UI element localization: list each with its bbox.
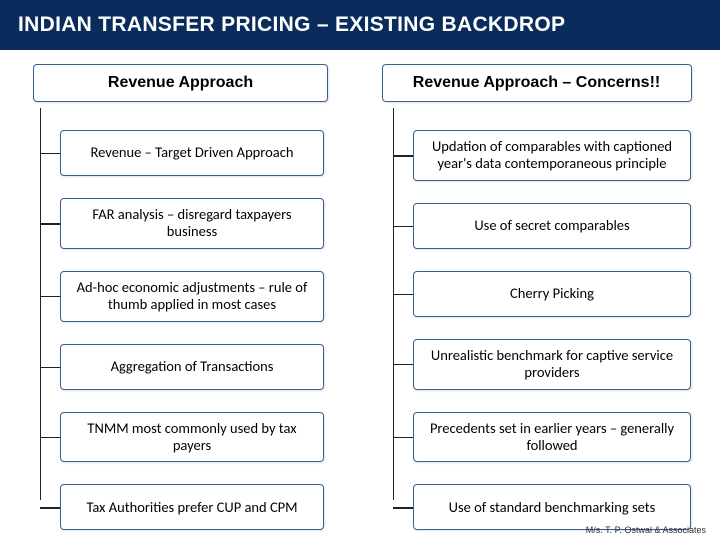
- right-card-5: Use of standard benchmarking sets: [413, 484, 691, 530]
- content-area: Revenue Approach Revenue – Target Driven…: [0, 50, 720, 530]
- right-item: Updation of comparables with captioned y…: [413, 130, 698, 181]
- left-item: Tax Authorities prefer CUP and CPM: [60, 484, 345, 530]
- right-column: Revenue Approach – Concerns!! Updation o…: [375, 64, 698, 530]
- left-header: Revenue Approach: [33, 64, 328, 102]
- left-card-5: Tax Authorities prefer CUP and CPM: [60, 484, 324, 530]
- right-card-3: Unrealistic benchmark for captive servic…: [413, 339, 691, 390]
- right-card-4: Precedents set in earlier years – genera…: [413, 412, 691, 463]
- branch: [393, 294, 413, 295]
- branch: [40, 507, 60, 508]
- right-item: Cherry Picking: [413, 271, 698, 317]
- branch: [393, 155, 413, 156]
- right-item: Use of secret comparables: [413, 203, 698, 249]
- left-item: TNMM most commonly used by tax payers: [60, 412, 345, 463]
- left-trunk: [40, 108, 41, 500]
- left-item: Revenue – Target Driven Approach: [60, 130, 345, 176]
- branch: [40, 296, 60, 297]
- right-item: Unrealistic benchmark for captive servic…: [413, 339, 698, 390]
- right-card-2: Cherry Picking: [413, 271, 691, 317]
- left-card-4: TNMM most commonly used by tax payers: [60, 412, 324, 463]
- left-tree: Revenue – Target Driven Approach FAR ana…: [22, 108, 345, 530]
- branch: [40, 437, 60, 438]
- left-item: FAR analysis – disregard taxpayers busin…: [60, 198, 345, 249]
- left-item: Aggregation of Transactions: [60, 344, 345, 390]
- branch: [393, 226, 413, 227]
- left-card-2: Ad-hoc economic adjustments – rule of th…: [60, 271, 324, 322]
- right-item: Precedents set in earlier years – genera…: [413, 412, 698, 463]
- branch: [40, 153, 60, 154]
- branch: [40, 223, 60, 224]
- branch: [40, 367, 60, 368]
- right-tree: Updation of comparables with captioned y…: [375, 108, 698, 530]
- right-card-1: Use of secret comparables: [413, 203, 691, 249]
- left-card-0: Revenue – Target Driven Approach: [60, 130, 324, 176]
- right-card-0: Updation of comparables with captioned y…: [413, 130, 691, 181]
- branch: [393, 437, 413, 438]
- slide-title: INDIAN TRANSFER PRICING – EXISTING BACKD…: [0, 0, 720, 50]
- footer-credit: M/s. T. P. Ostwal & Associates: [586, 525, 706, 535]
- left-card-1: FAR analysis – disregard taxpayers busin…: [60, 198, 324, 249]
- right-item: Use of standard benchmarking sets: [413, 484, 698, 530]
- right-trunk: [393, 108, 394, 500]
- left-item: Ad-hoc economic adjustments – rule of th…: [60, 271, 345, 322]
- left-column: Revenue Approach Revenue – Target Driven…: [22, 64, 345, 530]
- left-card-3: Aggregation of Transactions: [60, 344, 324, 390]
- right-header: Revenue Approach – Concerns!!: [382, 64, 692, 102]
- branch: [393, 364, 413, 365]
- branch: [393, 507, 413, 508]
